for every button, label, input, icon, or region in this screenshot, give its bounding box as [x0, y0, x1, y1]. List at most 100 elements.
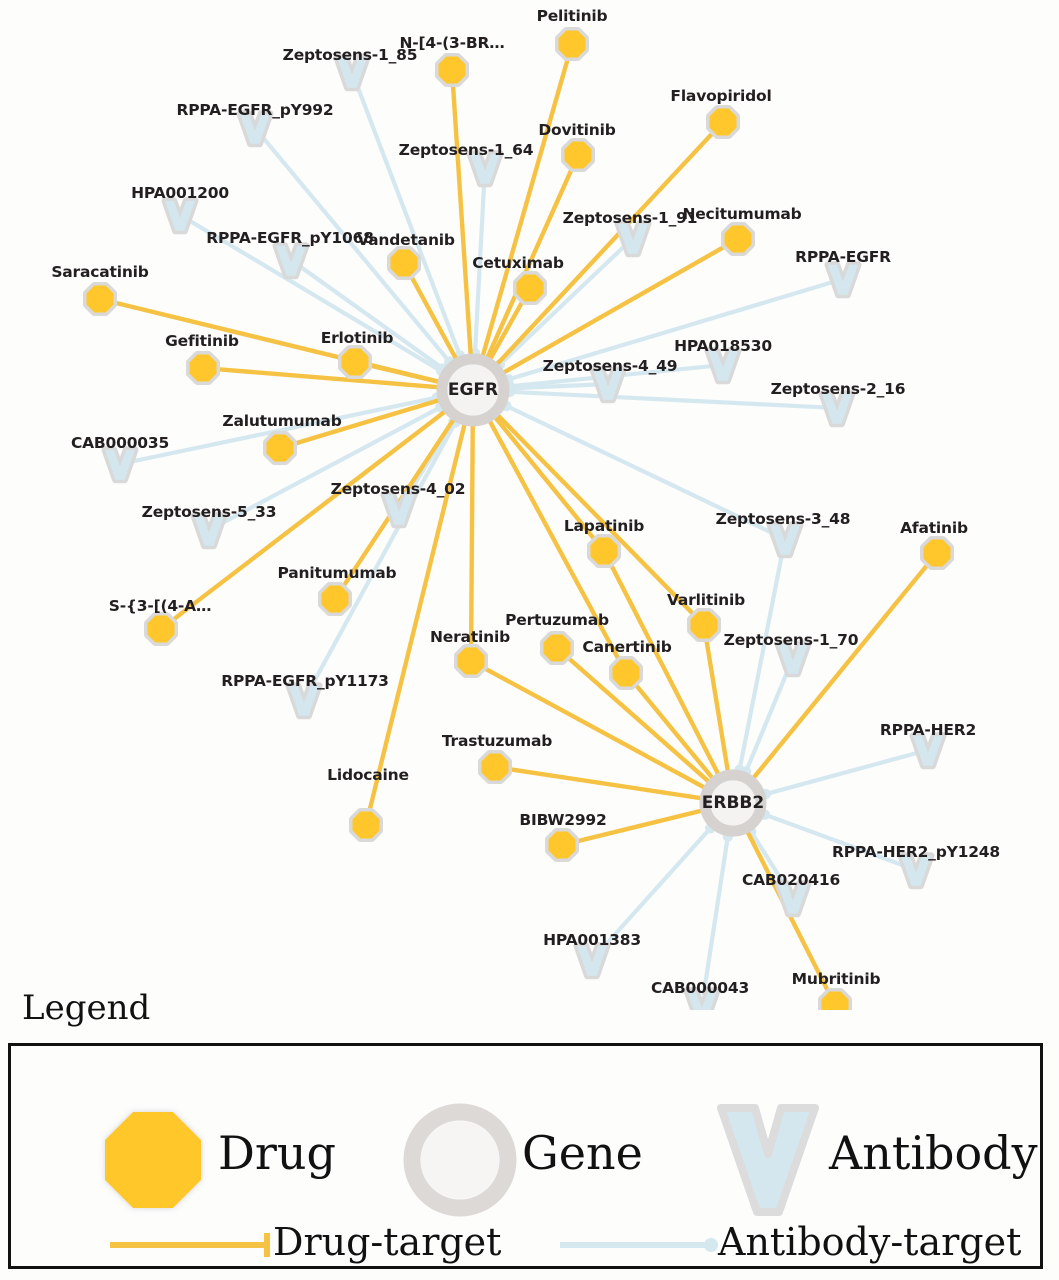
antibody-node-fill: [770, 524, 800, 555]
drug-node-icon[interactable]: [189, 354, 217, 382]
legend-drug-edge-icon: [110, 1233, 270, 1257]
drug-node-label: Trastuzumab: [441, 732, 553, 750]
edge-drug-target: [631, 680, 717, 783]
edge-drug-target: [479, 664, 709, 792]
drug-node-icon[interactable]: [352, 811, 380, 839]
gene-node-label: ERBB2: [701, 793, 765, 813]
gene-node-fill: [447, 364, 499, 416]
antibody-node-fill: [289, 685, 319, 716]
edge-antibody-target: [259, 134, 452, 364]
antibody-node-label: Zeptosens-2_16: [770, 380, 906, 398]
gene-node-ring[interactable]: [699, 769, 767, 837]
drug-node-icon[interactable]: [543, 634, 571, 662]
antibody-node-label: Zeptosens-5_33: [141, 503, 277, 521]
gene-node-label: EGFR: [447, 380, 499, 400]
antibody-node-label: Zeptosens-1_85: [282, 46, 418, 64]
drug-node-label: Panitumumab: [277, 564, 397, 582]
drug-node-label: Pelitinib: [536, 7, 608, 25]
gene-node-ring[interactable]: [436, 353, 510, 427]
drug-node-icon[interactable]: [612, 659, 640, 687]
drug-node-label: Neratinib: [430, 628, 510, 646]
edge-drug-target: [486, 296, 527, 364]
network-canvas: [83, 27, 954, 1011]
antibody-node-label: Zeptosens-1_91: [562, 209, 698, 227]
edge-drug-target: [213, 366, 442, 390]
drug-node-icon[interactable]: [147, 615, 175, 643]
edge-drug-target: [505, 766, 705, 801]
edge-antibody-target: [504, 403, 778, 537]
antibody-node-fill: [194, 515, 224, 546]
edge-antibody-target: [297, 264, 445, 371]
antibody-node-fill: [913, 735, 943, 766]
antibody-node-fill: [901, 855, 931, 886]
antibody-node-fill: [828, 264, 858, 295]
edge-antibody-target: [597, 826, 713, 954]
drug-node-icon[interactable]: [564, 141, 592, 169]
edge-antibody-target: [701, 834, 730, 997]
drug-node-icon[interactable]: [923, 539, 951, 567]
gene-node-fill: [710, 780, 756, 826]
drug-node-icon[interactable]: [481, 753, 509, 781]
legend-box: Drug Gene Antibody Drug-target Antibody-…: [8, 1043, 1043, 1269]
antibody-node-label: RPPA-EGFR: [795, 248, 891, 266]
antibody-node-label: RPPA-EGFR_pY1173: [221, 672, 389, 690]
legend-title: Legend: [22, 988, 151, 1028]
drug-node-label: Saracatinib: [51, 263, 149, 281]
drug-node-icon[interactable]: [548, 831, 576, 859]
drug-node-icon[interactable]: [724, 225, 752, 253]
drug-node-icon[interactable]: [390, 249, 418, 277]
drug-node-icon[interactable]: [821, 991, 849, 1011]
antibody-node-fill: [240, 113, 270, 144]
edge-drug-target: [407, 271, 460, 363]
antibody-node-fill: [337, 57, 367, 88]
drug-node-icon[interactable]: [516, 274, 544, 302]
edge-antibody-target: [307, 420, 458, 693]
antibody-node-fill: [384, 494, 414, 525]
antibody-node-label: Zeptosens-1_70: [723, 631, 859, 649]
antibody-node-label: RPPA-HER2: [879, 721, 977, 739]
edge-antibody-target: [472, 176, 487, 356]
edge-antibody-target: [497, 243, 628, 367]
edge-drug-target: [493, 411, 698, 619]
drug-node-label: Mubritinib: [791, 970, 881, 988]
drug-node-icon[interactable]: [438, 56, 466, 84]
edge-antibody-target: [749, 829, 790, 891]
edge-drug-target: [749, 560, 932, 782]
edge-drug-target: [366, 420, 468, 815]
edge-drug-target: [479, 53, 572, 360]
drug-node-icon[interactable]: [690, 611, 718, 639]
edge-drug-target: [289, 397, 443, 447]
drug-node-label: Necitumumab: [682, 205, 802, 223]
legend-label-antibody-target: Antibody-target: [718, 1220, 1022, 1264]
drug-node-icon[interactable]: [457, 647, 485, 675]
antibody-node-label: CAB000043: [650, 979, 750, 997]
edge-drug-target: [491, 413, 599, 544]
antibody-node-label: CAB020416: [741, 871, 841, 889]
antibody-node-fill: [778, 643, 808, 674]
legend-graphics: [105, 1103, 819, 1257]
antibody-node-label: CAB000035: [70, 434, 170, 452]
drug-node-label: Flavopiridol: [670, 87, 772, 105]
legend-label-gene: Gene: [522, 1126, 643, 1180]
antibody-node-label: Zeptosens-3_48: [715, 510, 851, 528]
drug-node-icon[interactable]: [341, 348, 369, 376]
drug-node-label: Dovitinib: [538, 121, 616, 139]
drug-node-icon[interactable]: [558, 30, 586, 58]
edge-drug-target: [168, 407, 449, 625]
drug-node-label: Lidocaine: [327, 766, 409, 784]
antibody-node-label: Zeptosens-4_02: [330, 480, 466, 498]
edge-antibody-target: [128, 395, 439, 464]
edge-drug-target: [607, 559, 722, 779]
drug-node-icon[interactable]: [266, 434, 294, 462]
drug-node-icon[interactable]: [321, 585, 349, 613]
drug-node-label: BIBW2992: [519, 811, 607, 829]
antibody-node-fill: [593, 369, 623, 400]
legend-label-drug: Drug: [218, 1126, 336, 1180]
legend-antibody-icon: [717, 1104, 819, 1216]
drug-node-label: S-{3-[(4-A…: [108, 597, 212, 615]
drug-node-icon[interactable]: [86, 285, 114, 313]
edge-drug-target: [468, 421, 475, 651]
drug-node-icon[interactable]: [709, 108, 737, 136]
drug-node-icon[interactable]: [590, 537, 618, 565]
